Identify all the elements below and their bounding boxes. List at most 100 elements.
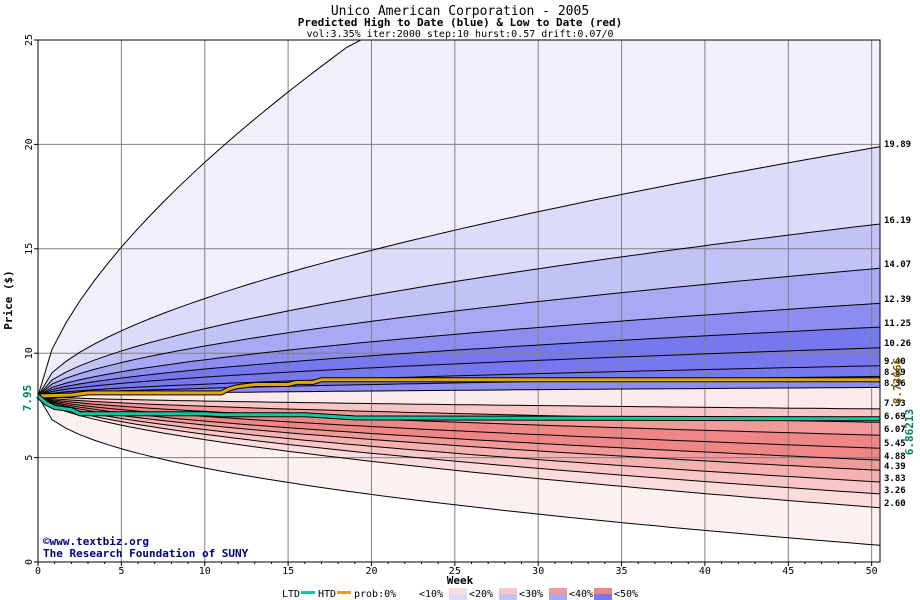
actual-high-line: [37, 378, 880, 398]
axes: 0 5 10 15 20 25 30 35 40 45 50 0 5 10 15 20 25: [24, 34, 881, 577]
legend-swatch-10-red: [449, 588, 467, 594]
chart-subtitle: Predicted High to Date (blue) & Low to D…: [298, 16, 623, 29]
low-percentile-line-2: [37, 395, 881, 495]
band-high-1: [38, 146, 880, 396]
actual-low-line: [37, 394, 881, 421]
legend-p10-label: <10%: [419, 589, 443, 600]
high-percentile-line-7: [37, 365, 881, 397]
legend-p50-label: <50%: [614, 589, 638, 600]
y-tick-label: 20: [24, 138, 35, 150]
x-tick-label: 25: [449, 566, 461, 577]
legend-swatch-30-red: [549, 588, 567, 594]
low-percentile-line-9: [37, 395, 881, 410]
x-tick-label: 45: [782, 566, 794, 577]
y-axis-label: Price ($): [2, 270, 15, 330]
end-value-label: 6.07: [884, 425, 906, 435]
legend-ltd-swatch: [301, 591, 315, 594]
end-value-label: 14.07: [884, 260, 911, 270]
legend-p30-label: <30%: [519, 589, 543, 600]
watermark-url: ©www.textbiz.org: [43, 535, 149, 548]
band-high-5: [38, 327, 880, 396]
band-middle: [38, 387, 880, 409]
band-high-0: [38, 40, 880, 396]
x-tick-label: 0: [35, 566, 41, 577]
y-tick-label: 25: [24, 34, 35, 46]
x-tick-label: 5: [118, 566, 124, 577]
legend: LTD HTD prob:0% <10% <20% <30% <40% <50%: [282, 588, 638, 600]
high-percentile-line-5: [37, 326, 881, 397]
end-value-label: 5.45: [884, 439, 906, 449]
low-percentile-line-4: [37, 395, 881, 471]
y-tick-label: 0: [24, 559, 35, 565]
plot-frame: [37, 39, 881, 563]
chart-title: Unico American Corporation - 2005: [331, 4, 589, 19]
legend-swatch-30-blue: [549, 594, 567, 600]
end-value-label: 4.88: [884, 452, 906, 462]
end-value-label: 6.69: [884, 412, 906, 422]
legend-swatch-40-red: [594, 588, 612, 594]
end-value-label: 11.25: [884, 319, 911, 329]
y-tick-label: 5: [24, 455, 35, 461]
y-tick-label: 15: [24, 243, 35, 255]
start-price-label: 7.95: [21, 385, 34, 412]
legend-swatch-40-blue: [594, 594, 612, 600]
x-tick-label: 50: [866, 566, 878, 577]
x-axis-label: Week: [447, 574, 474, 587]
band-low-0: [38, 396, 880, 546]
band-low-6: [38, 396, 880, 449]
legend-swatch-0: [399, 588, 417, 600]
end-value-label: 12.39: [884, 295, 911, 305]
x-tick-label: 35: [616, 566, 628, 577]
chart-params: vol:3.35% iter:2000 step:10 hurst:0.57 d…: [306, 29, 613, 40]
watermark-org: The Research Foundation of SUNY: [43, 547, 249, 560]
band-low-5: [38, 396, 880, 461]
band-high-6: [38, 347, 880, 396]
band-low-8: [38, 396, 880, 423]
legend-swatch-20-blue: [499, 594, 517, 600]
band-high-3: [38, 268, 880, 396]
y-tick-label: 10: [24, 347, 35, 359]
end-value-label: 9.40: [884, 357, 906, 367]
legend-htd-label: HTD: [318, 589, 336, 600]
end-value-label: 8.36: [884, 379, 906, 389]
high-percentile-line-6: [37, 347, 881, 397]
band-low-2: [38, 396, 880, 494]
legend-p40-label: <40%: [569, 589, 593, 600]
x-tick-label: 10: [199, 566, 211, 577]
legend-htd-swatch: [337, 591, 351, 594]
end-value-label: 3.83: [884, 474, 906, 484]
x-tick-label: 40: [699, 566, 711, 577]
band-low-3: [38, 396, 880, 482]
band-low-1: [38, 396, 880, 508]
end-value-label: 10.26: [884, 339, 911, 349]
legend-ltd-label: LTD: [282, 589, 300, 600]
high-percentile-line-4: [37, 302, 881, 397]
band-low-4: [38, 396, 880, 471]
probability-bands: [38, 40, 880, 546]
end-value-label: 8.89: [884, 368, 906, 378]
end-value-label: 3.26: [884, 486, 906, 496]
end-value-label: 7.33: [884, 399, 906, 409]
end-value-label: 16.19: [884, 216, 911, 226]
high-percentile-line-2: [37, 223, 881, 397]
end-value-label: 19.89: [884, 140, 911, 150]
x-tick-label: 30: [532, 566, 544, 577]
high-percentile-line-3: [37, 267, 881, 397]
low-percentile-line-7: [37, 395, 881, 436]
end-value-label: 4.39: [884, 462, 906, 472]
end-value-label: 2.60: [884, 499, 906, 509]
x-tick-label: 15: [282, 566, 294, 577]
value-labels: 19.89 16.19 14.07 12.39 11.25 10.26 9.408.898.…: [884, 140, 911, 509]
low-percentile-line-0: [37, 395, 881, 546]
actual-low-label: 6.86213: [903, 409, 916, 455]
actual-high-label: 8.73666: [891, 357, 904, 404]
x-tick-label: 20: [365, 566, 377, 577]
low-percentile-line-5: [37, 395, 881, 461]
legend-swatch-10-blue: [449, 594, 467, 600]
high-percentile-line-1: [37, 146, 881, 397]
low-percentile-line-1: [37, 395, 881, 509]
legend-prob-label: prob:0%: [354, 589, 396, 600]
legend-p20-label: <20%: [469, 589, 493, 600]
legend-swatch-20-red: [499, 588, 517, 594]
